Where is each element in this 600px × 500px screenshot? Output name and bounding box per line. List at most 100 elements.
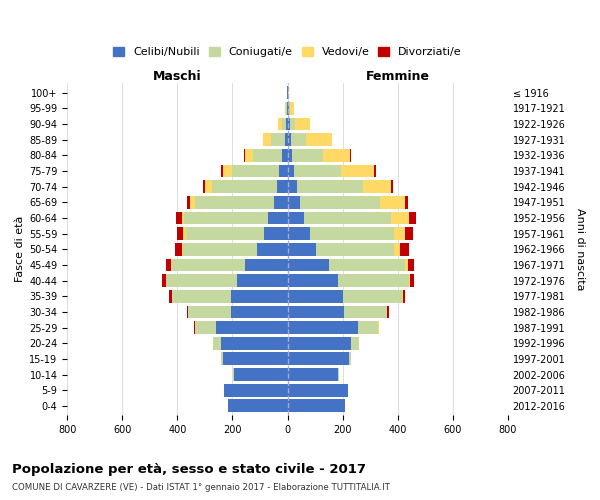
Bar bbox=[190, 196, 196, 209]
Bar bbox=[176, 227, 184, 240]
Bar bbox=[236, 274, 287, 287]
Bar bbox=[287, 243, 316, 256]
Bar bbox=[409, 274, 410, 287]
Bar bbox=[278, 118, 282, 130]
Bar bbox=[290, 102, 294, 115]
Bar bbox=[264, 227, 287, 240]
Bar bbox=[363, 180, 391, 193]
Bar bbox=[297, 180, 363, 193]
Text: Maschi: Maschi bbox=[153, 70, 202, 82]
Bar bbox=[391, 180, 393, 193]
Bar bbox=[287, 180, 297, 193]
Bar bbox=[253, 149, 282, 162]
Bar bbox=[277, 180, 287, 193]
Bar bbox=[329, 258, 404, 272]
Bar bbox=[287, 258, 329, 272]
Bar bbox=[387, 306, 389, 318]
Y-axis label: Fasce di età: Fasce di età bbox=[15, 216, 25, 282]
Bar bbox=[287, 352, 349, 366]
Bar bbox=[182, 243, 183, 256]
Bar bbox=[351, 337, 359, 349]
Y-axis label: Anni di nascita: Anni di nascita bbox=[575, 208, 585, 290]
Bar bbox=[289, 102, 290, 115]
Bar bbox=[404, 196, 408, 209]
Bar bbox=[221, 337, 287, 349]
Bar bbox=[245, 258, 287, 272]
Bar bbox=[404, 258, 408, 272]
Bar bbox=[221, 164, 223, 177]
Bar bbox=[287, 368, 338, 381]
Bar bbox=[287, 290, 343, 302]
Bar bbox=[287, 134, 291, 146]
Bar bbox=[282, 118, 286, 130]
Bar bbox=[196, 321, 216, 334]
Bar bbox=[231, 290, 287, 302]
Bar bbox=[323, 149, 350, 162]
Bar bbox=[274, 196, 287, 209]
Bar bbox=[183, 243, 257, 256]
Bar bbox=[394, 227, 404, 240]
Bar bbox=[184, 212, 268, 224]
Bar bbox=[212, 180, 277, 193]
Bar bbox=[310, 227, 394, 240]
Bar bbox=[196, 196, 274, 209]
Bar bbox=[232, 164, 279, 177]
Bar bbox=[300, 196, 380, 209]
Bar bbox=[287, 149, 292, 162]
Bar bbox=[287, 102, 289, 115]
Bar bbox=[184, 227, 185, 240]
Bar bbox=[287, 227, 310, 240]
Bar bbox=[187, 306, 188, 318]
Bar bbox=[400, 243, 409, 256]
Bar bbox=[286, 118, 287, 130]
Bar bbox=[344, 306, 386, 318]
Bar bbox=[279, 164, 287, 177]
Bar bbox=[292, 149, 323, 162]
Bar bbox=[162, 274, 166, 287]
Bar bbox=[341, 164, 374, 177]
Bar bbox=[188, 306, 231, 318]
Bar bbox=[295, 164, 341, 177]
Legend: Celibi/Nubili, Coniugati/e, Vedovi/e, Divorziati/e: Celibi/Nubili, Coniugati/e, Vedovi/e, Di… bbox=[109, 42, 466, 62]
Text: Femmine: Femmine bbox=[365, 70, 430, 82]
Bar bbox=[287, 212, 304, 224]
Bar bbox=[271, 134, 285, 146]
Bar bbox=[176, 212, 182, 224]
Bar bbox=[290, 118, 295, 130]
Bar bbox=[224, 384, 287, 396]
Bar bbox=[287, 196, 300, 209]
Bar bbox=[288, 86, 289, 99]
Bar bbox=[349, 352, 351, 366]
Bar bbox=[171, 258, 172, 272]
Bar bbox=[185, 227, 264, 240]
Bar bbox=[402, 290, 403, 302]
Bar bbox=[245, 149, 253, 162]
Bar bbox=[287, 321, 358, 334]
Bar bbox=[268, 212, 287, 224]
Bar bbox=[404, 227, 413, 240]
Bar bbox=[257, 243, 287, 256]
Bar bbox=[410, 274, 414, 287]
Bar bbox=[291, 134, 306, 146]
Bar bbox=[223, 352, 287, 366]
Bar bbox=[169, 290, 172, 302]
Bar bbox=[282, 149, 287, 162]
Bar bbox=[234, 368, 287, 381]
Bar bbox=[166, 258, 171, 272]
Bar bbox=[358, 321, 379, 334]
Bar bbox=[287, 400, 346, 412]
Bar bbox=[316, 243, 394, 256]
Bar bbox=[287, 164, 295, 177]
Bar bbox=[343, 290, 402, 302]
Bar bbox=[287, 118, 290, 130]
Bar bbox=[338, 274, 409, 287]
Bar bbox=[380, 196, 404, 209]
Bar bbox=[175, 243, 182, 256]
Bar bbox=[203, 180, 205, 193]
Bar bbox=[187, 196, 190, 209]
Bar bbox=[285, 134, 287, 146]
Bar bbox=[403, 290, 405, 302]
Bar bbox=[172, 258, 245, 272]
Bar bbox=[166, 274, 236, 287]
Bar bbox=[287, 337, 351, 349]
